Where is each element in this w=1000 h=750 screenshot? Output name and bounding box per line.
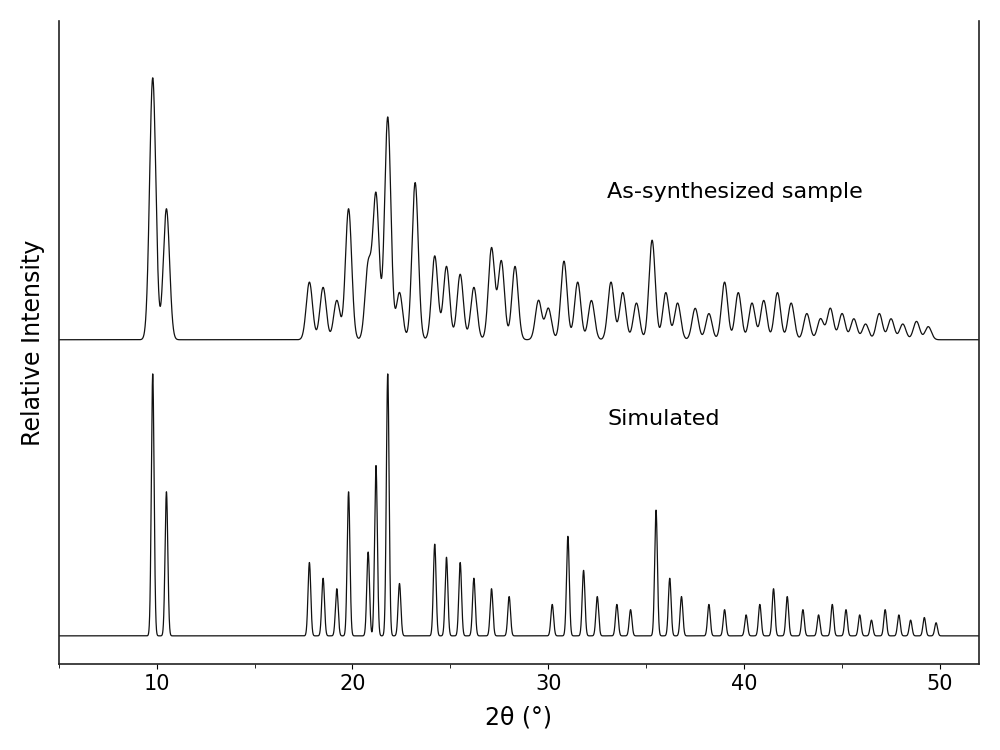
Text: Simulated: Simulated [607, 410, 720, 430]
Text: As-synthesized sample: As-synthesized sample [607, 182, 863, 202]
Y-axis label: Relative Intensity: Relative Intensity [21, 239, 45, 446]
X-axis label: 2θ (°): 2θ (°) [485, 705, 552, 729]
